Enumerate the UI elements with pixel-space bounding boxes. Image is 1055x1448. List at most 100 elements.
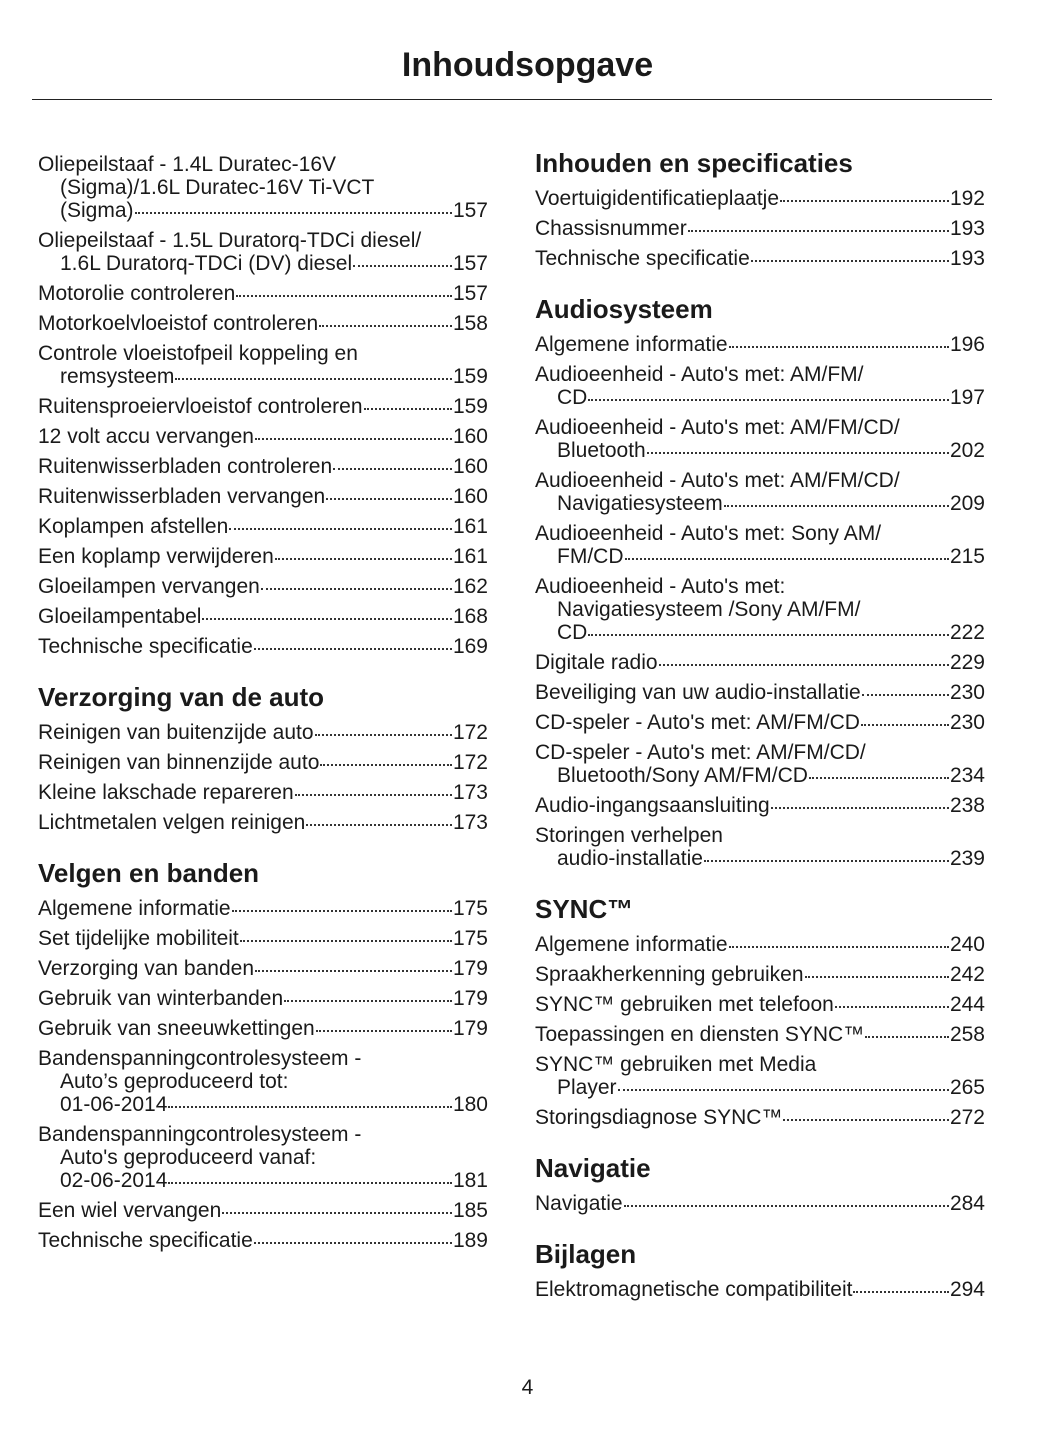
toc-section: Verzorging van de auto Reinigen van buite… bbox=[38, 680, 488, 834]
dot-leader bbox=[254, 438, 452, 440]
entry-title-line: Koplampen afstellen bbox=[38, 515, 229, 538]
toc-entry: 12 volt accu vervangen 160 bbox=[38, 425, 488, 448]
entry-last-line: Verzorging van banden 179 bbox=[38, 957, 488, 980]
dot-leader bbox=[770, 807, 949, 809]
entry-title-line: Elektromagnetische compatibiliteit bbox=[535, 1278, 853, 1301]
entry-page: 160 bbox=[452, 485, 488, 508]
entry-title-line: Verzorging van banden bbox=[38, 957, 254, 980]
entry-last-line: Player 265 bbox=[535, 1076, 985, 1099]
toc-section: Bijlagen Elektromagnetische compatibilite… bbox=[535, 1237, 985, 1301]
entry-last-line: Algemene informatie 196 bbox=[535, 333, 985, 356]
toc-entry: Elektromagnetische compatibiliteit 294 bbox=[535, 1278, 985, 1301]
entry-title-line: CD-speler - Auto's met: AM/FM/CD bbox=[535, 711, 860, 734]
entry-title-line: Toepassingen en diensten SYNC™ bbox=[535, 1023, 865, 1046]
dot-leader bbox=[231, 910, 452, 912]
entry-last-line: (Sigma) 157 bbox=[38, 199, 488, 222]
entry-last-line: Koplampen afstellen 161 bbox=[38, 515, 488, 538]
dot-leader bbox=[134, 212, 452, 214]
entry-title-line: 01-06-2014 bbox=[60, 1093, 168, 1116]
toc-entry: Motorkoelvloeistof controleren 158 bbox=[38, 312, 488, 335]
toc-entry: Koplampen afstellen 161 bbox=[38, 515, 488, 538]
entry-title-line: Chassisnummer bbox=[535, 217, 687, 240]
entry-title-line: Ruitenwisserbladen vervangen bbox=[38, 485, 326, 508]
dot-leader bbox=[315, 1030, 452, 1032]
toc-entry: Audioeenheid - Auto's met: Navigatiesyste… bbox=[535, 575, 985, 644]
entry-title-line: Navigatiesysteem /Sony AM/FM/ bbox=[557, 598, 861, 621]
entry-last-line: FM/CD 215 bbox=[535, 545, 985, 568]
entry-title-line: Gebruik van winterbanden bbox=[38, 987, 284, 1010]
dot-leader bbox=[865, 1036, 949, 1038]
dot-leader bbox=[617, 1089, 949, 1091]
entry-title-line: Audioeenheid - Auto's met: AM/FM/CD/ bbox=[535, 416, 900, 439]
entry-title-line: Algemene informatie bbox=[38, 897, 231, 920]
dot-leader bbox=[623, 1205, 949, 1207]
entry-page: 196 bbox=[949, 333, 985, 356]
dot-leader bbox=[723, 505, 949, 507]
dot-leader bbox=[783, 1119, 949, 1121]
entry-last-line: Technische specificatie 193 bbox=[535, 247, 985, 270]
entry-title-line: FM/CD bbox=[557, 545, 624, 568]
entry-title-line: Beveiliging van uw audio-installatie bbox=[535, 681, 861, 704]
entry-page: 234 bbox=[949, 764, 985, 787]
toc-entry: Audioeenheid - Auto's met: Sony AM/FM/CD… bbox=[535, 522, 985, 568]
toc-section: SYNC™ Algemene informatie 240 Spraakherkenn… bbox=[535, 892, 985, 1129]
entry-page: 161 bbox=[452, 515, 488, 538]
entry-last-line: remsysteem 159 bbox=[38, 365, 488, 388]
entry-title-line: Storingen verhelpen bbox=[535, 824, 723, 847]
entry-page: 179 bbox=[452, 1017, 488, 1040]
dot-leader bbox=[202, 618, 452, 620]
dot-leader bbox=[728, 946, 949, 948]
entry-last-line: Ruitenwisserbladen controleren 160 bbox=[38, 455, 488, 478]
toc-entry: SYNC™ gebruiken met telefoon 244 bbox=[535, 993, 985, 1016]
entry-last-line: Bluetooth 202 bbox=[535, 439, 985, 462]
toc-entry: Technische specificatie 189 bbox=[38, 1229, 488, 1252]
toc-section: Velgen en banden Algemene informatie 175 Se… bbox=[38, 856, 488, 1252]
entry-title-line: SYNC™ gebruiken met Media bbox=[535, 1053, 817, 1076]
toc-entry: Algemene informatie 175 bbox=[38, 897, 488, 920]
entry-page: 175 bbox=[452, 897, 488, 920]
dot-leader bbox=[239, 940, 452, 942]
entry-title-line: Set tijdelijke mobiliteit bbox=[38, 927, 239, 950]
dot-leader bbox=[333, 468, 452, 470]
dot-leader bbox=[804, 976, 949, 978]
page-number: 4 bbox=[521, 1376, 534, 1399]
entry-title-line: CD bbox=[557, 386, 588, 409]
dot-leader bbox=[253, 648, 452, 650]
entry-last-line: Navigatiesysteem 209 bbox=[535, 492, 985, 515]
dot-leader bbox=[319, 325, 452, 327]
toc-entry: Verzorging van banden 179 bbox=[38, 957, 488, 980]
entry-last-line: Een wiel vervangen 185 bbox=[38, 1199, 488, 1222]
entry-last-line: Kleine lakschade repareren 173 bbox=[38, 781, 488, 804]
entry-page: 161 bbox=[452, 545, 488, 568]
entry-page: 160 bbox=[452, 425, 488, 448]
toc-entry: Digitale radio 229 bbox=[535, 651, 985, 674]
dot-leader bbox=[274, 558, 452, 560]
entry-title-line: Algemene informatie bbox=[535, 933, 728, 956]
entry-last-line: Gebruik van sneeuwkettingen 179 bbox=[38, 1017, 488, 1040]
entry-last-line: Reinigen van buitenzijde auto 172 bbox=[38, 721, 488, 744]
dot-leader bbox=[588, 634, 949, 636]
entry-page: 172 bbox=[452, 721, 488, 744]
toc-section: Navigatie Navigatie 284 bbox=[535, 1151, 985, 1215]
entry-last-line: Ruitenwisserbladen vervangen 160 bbox=[38, 485, 488, 508]
entry-page: 240 bbox=[949, 933, 985, 956]
toc-section: Oliepeilstaaf - 1.4L Duratec-16V (Sigma)/… bbox=[38, 153, 488, 658]
dot-leader bbox=[834, 1006, 949, 1008]
entry-page: 192 bbox=[949, 187, 985, 210]
dot-leader bbox=[260, 588, 452, 590]
entry-page: 172 bbox=[452, 751, 488, 774]
entry-page: 239 bbox=[949, 847, 985, 870]
entry-title-line: Reinigen van buitenzijde auto bbox=[38, 721, 314, 744]
dot-leader bbox=[363, 408, 452, 410]
entry-page: 158 bbox=[452, 312, 488, 335]
dot-leader bbox=[353, 265, 452, 267]
toc-entry: Gloeilampen vervangen 162 bbox=[38, 575, 488, 598]
toc-entry: Technische specificatie 193 bbox=[535, 247, 985, 270]
dot-leader bbox=[703, 860, 949, 862]
toc-section: Inhouden en specificaties Voertuigidentif… bbox=[535, 146, 985, 270]
entry-title-line: Spraakherkenning gebruiken bbox=[535, 963, 804, 986]
entry-last-line: Technische specificatie 169 bbox=[38, 635, 488, 658]
dot-leader bbox=[860, 724, 949, 726]
section-heading: Bijlagen bbox=[535, 1239, 637, 1269]
entry-page: 215 bbox=[949, 545, 985, 568]
